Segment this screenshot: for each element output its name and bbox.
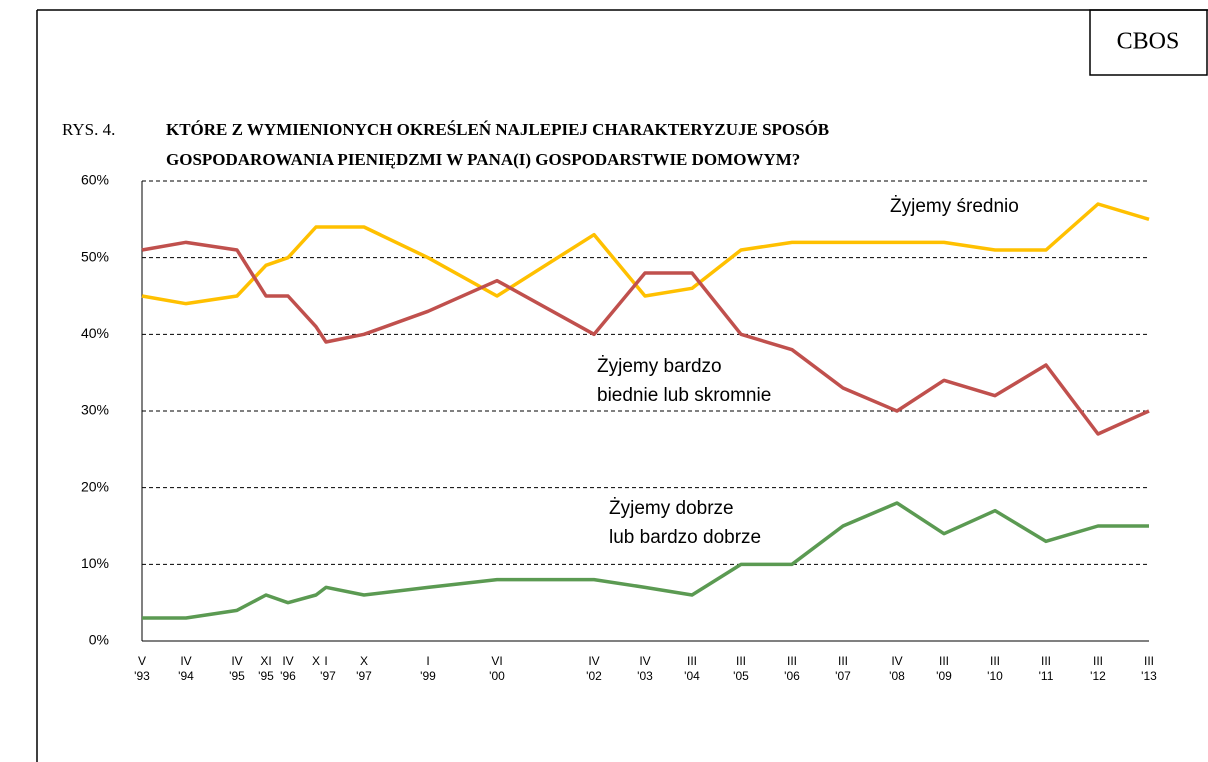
x-tick-year: '97 <box>320 669 336 683</box>
x-tick-label: X <box>312 654 320 668</box>
x-tick-year: '00 <box>489 669 505 683</box>
x-tick-year: '13 <box>1141 669 1157 683</box>
x-tick-label: IV <box>891 654 902 668</box>
x-tick-label: IV <box>231 654 242 668</box>
x-tick-year: '97 <box>356 669 372 683</box>
x-tick-year: '07 <box>835 669 851 683</box>
x-tick-year: '95 <box>258 669 274 683</box>
x-tick-year: '03 <box>637 669 653 683</box>
x-tick-label: III <box>990 654 1000 668</box>
y-tick-label: 50% <box>81 248 109 264</box>
series-label: Żyjemy średnio <box>890 196 1019 217</box>
x-tick-label: XI <box>260 654 271 668</box>
y-tick-label: 20% <box>81 478 109 494</box>
x-tick-label: IV <box>639 654 650 668</box>
chart-title: GOSPODAROWANIA PIENIĘDZMI W PANA(I) GOSP… <box>166 150 800 169</box>
x-tick-year: '94 <box>178 669 194 683</box>
x-tick-year: '11 <box>1039 669 1054 683</box>
x-tick-year: '09 <box>936 669 952 683</box>
x-tick-label: IV <box>282 654 293 668</box>
x-tick-label: III <box>939 654 949 668</box>
x-tick-year: '05 <box>733 669 749 683</box>
x-tick-year: '02 <box>586 669 602 683</box>
y-tick-label: 0% <box>89 632 109 648</box>
figure-number: RYS. 4. <box>62 120 115 139</box>
x-tick-label: IV <box>588 654 599 668</box>
x-tick-year: '12 <box>1090 669 1106 683</box>
x-tick-label: IV <box>180 654 191 668</box>
x-tick-year: '96 <box>280 669 296 683</box>
y-tick-label: 60% <box>81 172 109 188</box>
y-tick-label: 30% <box>81 402 109 418</box>
x-tick-label: X <box>360 654 368 668</box>
brand: CBOS <box>1117 29 1180 55</box>
x-tick-label: III <box>736 654 746 668</box>
x-tick-year: '08 <box>889 669 905 683</box>
y-tick-label: 10% <box>81 555 109 571</box>
x-tick-label: I <box>324 654 327 668</box>
x-tick-label: V <box>138 654 146 668</box>
series-label: biednie lub skromnie <box>597 385 771 406</box>
x-tick-year: '04 <box>684 669 700 683</box>
x-tick-year: '95 <box>229 669 245 683</box>
series-label: Żyjemy dobrze <box>609 498 734 519</box>
x-tick-label: III <box>1093 654 1103 668</box>
x-tick-year: '06 <box>784 669 800 683</box>
x-tick-label: III <box>838 654 848 668</box>
brand-box <box>1089 9 1208 76</box>
y-tick-label: 40% <box>81 325 109 341</box>
x-tick-label: VI <box>491 654 502 668</box>
x-tick-label: III <box>1144 654 1154 668</box>
series-label: Żyjemy bardzo <box>597 356 722 377</box>
x-tick-year: '10 <box>987 669 1003 683</box>
chart-title: KTÓRE Z WYMIENIONYCH OKREŚLEŃ NAJLEPIEJ … <box>166 120 829 139</box>
x-tick-year: '93 <box>134 669 150 683</box>
data-line <box>141 240 1150 436</box>
x-tick-label: III <box>787 654 797 668</box>
x-tick-label: I <box>426 654 429 668</box>
data-line <box>142 501 1149 620</box>
x-tick-label: III <box>1041 654 1051 668</box>
x-tick-label: III <box>687 654 697 668</box>
data-line <box>141 202 1150 306</box>
series-label: lub bardzo dobrze <box>609 527 761 548</box>
x-tick-year: '99 <box>420 669 436 683</box>
